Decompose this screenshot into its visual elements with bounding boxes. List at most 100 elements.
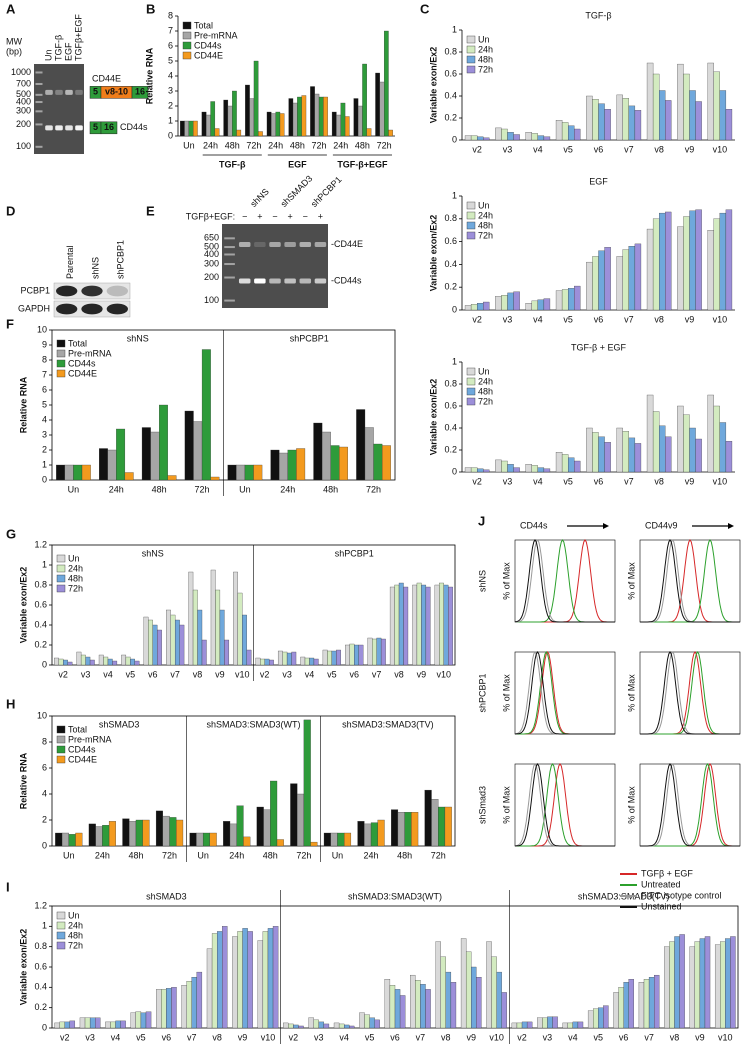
- flow-curve: [640, 651, 740, 735]
- bar: [344, 832, 352, 847]
- lane-label: shNS: [248, 186, 271, 209]
- x-tick-label: v3: [503, 144, 513, 154]
- legend-label: Untreated: [641, 879, 681, 889]
- flow-curve: [640, 539, 740, 623]
- bar: [604, 442, 611, 473]
- bar: [377, 819, 385, 847]
- bar: [394, 989, 401, 1029]
- bar: [357, 105, 363, 137]
- bar: [542, 1017, 548, 1029]
- bar: [184, 410, 194, 481]
- legend-label: Un: [478, 366, 490, 376]
- bar: [495, 459, 502, 473]
- legend-label: 24h: [68, 920, 83, 930]
- y-tick-label: 0.8: [444, 46, 457, 56]
- bar: [531, 300, 538, 311]
- bar: [232, 90, 237, 137]
- bar: [244, 464, 254, 481]
- bar: [223, 821, 231, 847]
- lane-label: Parental: [65, 245, 75, 279]
- bar: [323, 96, 328, 137]
- y-tick-label: 6: [42, 762, 47, 772]
- legend-label: Total: [68, 724, 87, 734]
- bar: [412, 584, 418, 666]
- bar: [574, 285, 581, 311]
- legend-label: CD44E: [68, 368, 97, 378]
- bar: [592, 256, 599, 311]
- bar: [134, 660, 140, 666]
- bar: [223, 99, 229, 137]
- y-tick-label: 0.8: [444, 378, 457, 388]
- bar: [135, 819, 143, 847]
- x-tick-label: v9: [238, 1032, 248, 1042]
- bar: [193, 421, 203, 481]
- bar: [465, 951, 472, 1029]
- ladder-band: [224, 237, 235, 240]
- x-tick-label: v4: [103, 669, 113, 679]
- y-tick-label: 0.6: [34, 599, 47, 609]
- sign-label: +: [288, 211, 293, 221]
- bar: [404, 812, 412, 847]
- bar: [501, 128, 508, 141]
- x-tick-label: v9: [685, 476, 695, 486]
- x-tick-label: v8: [654, 476, 664, 486]
- ladder-label: 700: [16, 78, 31, 88]
- bar: [246, 649, 252, 666]
- x-tick-label: Un: [239, 484, 251, 494]
- bar: [211, 933, 218, 1029]
- bar: [61, 832, 69, 847]
- x-tick-label: v4: [568, 1032, 578, 1042]
- bar: [196, 971, 203, 1029]
- x-tick-label: v9: [685, 144, 695, 154]
- bar: [327, 650, 333, 666]
- legend-swatch: [466, 211, 476, 220]
- bar: [507, 132, 514, 141]
- x-tick-label: 48h: [290, 140, 305, 150]
- bar: [323, 1023, 330, 1029]
- bar: [707, 62, 714, 141]
- x-tick-label: v3: [503, 314, 513, 324]
- bar: [483, 301, 490, 311]
- bar: [141, 427, 151, 481]
- bar: [216, 931, 223, 1029]
- x-tick-label: v7: [372, 669, 382, 679]
- legend-label: Unstained: [641, 901, 682, 911]
- bar: [140, 1012, 147, 1029]
- y-tick-label: 0.2: [444, 112, 457, 122]
- legend-swatch: [466, 35, 476, 44]
- bar: [634, 243, 642, 311]
- bar: [266, 111, 272, 137]
- ladder-band: [35, 82, 43, 85]
- bar: [89, 659, 95, 666]
- gel-band: [269, 278, 281, 284]
- bar: [440, 956, 446, 1029]
- bar: [210, 476, 220, 481]
- bar: [394, 584, 400, 666]
- sign-label: −: [272, 211, 277, 221]
- bar: [638, 982, 645, 1029]
- bar: [321, 431, 331, 481]
- bar: [420, 984, 426, 1029]
- bar: [513, 291, 520, 311]
- bar: [232, 936, 238, 1029]
- bar: [267, 928, 274, 1029]
- bar: [56, 464, 66, 481]
- bar: [269, 659, 274, 666]
- bar: [521, 1021, 528, 1029]
- flow-y-label: % of Max: [501, 562, 511, 600]
- y-tick-label: 8: [42, 736, 47, 746]
- ladder-band: [35, 93, 43, 96]
- flow-frame: [639, 539, 741, 623]
- bar: [68, 834, 76, 847]
- y-tick-label: 0: [452, 304, 457, 314]
- flow-curve: [514, 651, 615, 735]
- bar: [196, 832, 204, 847]
- bar: [689, 946, 695, 1029]
- x-tick-label: 72h: [195, 484, 210, 494]
- y-tick-label: 6: [42, 384, 47, 394]
- bar: [674, 936, 680, 1029]
- bar: [683, 216, 690, 311]
- bar: [652, 411, 660, 473]
- legend-swatch: [56, 931, 66, 940]
- legend-label: CD44E: [68, 754, 97, 764]
